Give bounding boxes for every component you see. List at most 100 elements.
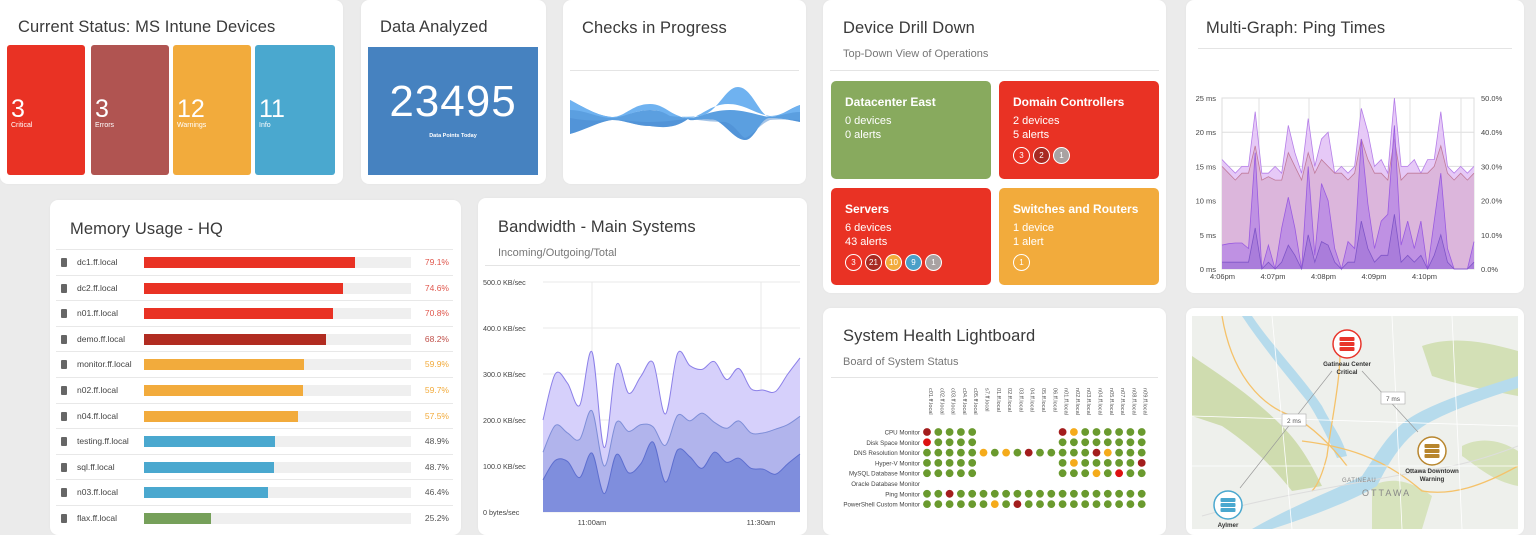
status-dot[interactable]	[1115, 448, 1123, 457]
status-dot[interactable]	[1081, 428, 1090, 436]
status-dot[interactable]	[1047, 489, 1056, 498]
status-dot[interactable]	[1103, 500, 1112, 508]
status-dot[interactable]	[1081, 438, 1090, 447]
status-dot[interactable]	[1126, 489, 1135, 498]
status-dot[interactable]	[1081, 459, 1090, 467]
status-dot[interactable]	[934, 448, 943, 457]
status-dot[interactable]	[945, 428, 954, 436]
status-dot[interactable]	[945, 438, 954, 447]
status-dot[interactable]	[1070, 438, 1078, 447]
drill-tile-datacenter-east[interactable]: Datacenter East 0 devices 0 alerts	[831, 81, 991, 179]
status-dot[interactable]	[945, 448, 954, 457]
status-dot[interactable]	[1024, 448, 1033, 457]
status-dot[interactable]	[1103, 489, 1112, 498]
status-dot[interactable]	[945, 469, 954, 478]
status-dot[interactable]	[934, 489, 943, 498]
status-dot[interactable]	[1115, 459, 1123, 467]
status-dot[interactable]	[1002, 500, 1010, 508]
status-dot[interactable]	[1013, 448, 1022, 457]
status-dot[interactable]	[1081, 489, 1090, 498]
status-dot[interactable]	[1092, 438, 1101, 447]
memory-row[interactable]: n02.ff.local 59.7%	[56, 377, 453, 403]
status-dot[interactable]	[957, 459, 965, 467]
status-dot[interactable]	[1115, 469, 1123, 478]
status-dot[interactable]	[1126, 459, 1135, 467]
status-dot[interactable]	[1103, 459, 1112, 467]
status-dot[interactable]	[1137, 438, 1146, 447]
status-dot[interactable]	[923, 500, 931, 508]
alert-badge-critical[interactable]: 3	[1013, 147, 1030, 164]
bandwidth-chart[interactable]: 0 bytes/sec 100.0 KB/sec 200.0 KB/sec 300.0…	[478, 273, 807, 535]
status-dot[interactable]	[1126, 448, 1135, 457]
status-dot[interactable]	[1070, 448, 1078, 457]
status-dot[interactable]	[1103, 448, 1112, 457]
status-dot[interactable]	[934, 459, 943, 467]
memory-row[interactable]: testing.ff.local 48.9%	[56, 428, 453, 454]
drill-tile-domain-controllers[interactable]: Domain Controllers 2 devices 5 alerts 3 …	[999, 81, 1159, 179]
status-dot[interactable]	[934, 438, 943, 447]
status-dot[interactable]	[957, 428, 965, 436]
status-dot[interactable]	[1103, 428, 1112, 436]
status-dot[interactable]	[1092, 469, 1101, 478]
status-dot[interactable]	[979, 489, 988, 498]
memory-row[interactable]: sql.ff.local 48.7%	[56, 453, 453, 480]
status-dot[interactable]	[1126, 428, 1135, 436]
status-dot[interactable]	[934, 428, 943, 436]
status-dot[interactable]	[957, 469, 965, 478]
alert-badge-warning[interactable]: 1	[1013, 254, 1030, 271]
status-dot[interactable]	[1137, 469, 1146, 478]
status-dot[interactable]	[1070, 428, 1078, 436]
status-dot[interactable]	[1070, 500, 1078, 508]
alert-badge-error[interactable]: 2	[1033, 147, 1050, 164]
status-dot[interactable]	[1058, 469, 1067, 478]
status-dot[interactable]	[1115, 428, 1123, 436]
status-dot[interactable]	[1081, 469, 1090, 478]
status-dot[interactable]	[1070, 469, 1078, 478]
status-dot[interactable]	[979, 448, 988, 457]
status-dot[interactable]	[945, 500, 954, 508]
status-dot[interactable]	[968, 500, 977, 508]
status-dot[interactable]	[945, 459, 954, 467]
status-dot[interactable]	[990, 489, 999, 498]
status-dot[interactable]	[923, 469, 931, 478]
status-dot[interactable]	[1092, 428, 1101, 436]
status-dot[interactable]	[1115, 489, 1123, 498]
status-dot[interactable]	[945, 489, 954, 498]
status-dot[interactable]	[1058, 448, 1067, 457]
status-dot[interactable]	[1002, 489, 1010, 498]
status-dot[interactable]	[1137, 448, 1146, 457]
status-dot[interactable]	[934, 469, 943, 478]
status-dot[interactable]	[1081, 500, 1090, 508]
status-dot[interactable]	[1103, 438, 1112, 447]
memory-row[interactable]: flax.ff.local 25.2%	[56, 505, 453, 531]
memory-row[interactable]: n04.ff.local 57.5%	[56, 402, 453, 429]
status-dot[interactable]	[990, 448, 999, 457]
status-dot[interactable]	[1013, 500, 1022, 508]
status-dot[interactable]	[934, 500, 943, 508]
status-dot[interactable]	[1058, 438, 1067, 447]
status-dot[interactable]	[1047, 448, 1056, 457]
status-dot[interactable]	[968, 448, 977, 457]
alert-badge-unknown[interactable]: 1	[925, 254, 942, 271]
status-dot[interactable]	[957, 448, 965, 457]
status-dot[interactable]	[1024, 500, 1033, 508]
memory-row[interactable]: n03.ff.local 46.4%	[56, 479, 453, 505]
alert-badge-warning[interactable]: 10	[885, 254, 902, 271]
status-dot[interactable]	[1058, 459, 1067, 467]
status-dot[interactable]	[968, 489, 977, 498]
status-dot[interactable]	[1092, 489, 1101, 498]
status-dot[interactable]	[1013, 489, 1022, 498]
status-dot[interactable]	[990, 500, 999, 508]
status-tile-errors[interactable]: 3 Errors	[91, 45, 169, 175]
ping-times-chart[interactable]: 0 ms 0.0% 5 ms 10.0% 10 ms 20.0% 15 ms 30.0% 20 …	[1186, 88, 1524, 288]
status-dot[interactable]	[1137, 428, 1146, 436]
alert-badge-unknown[interactable]: 1	[1053, 147, 1070, 164]
status-tile-warnings[interactable]: 12 Warnings	[173, 45, 251, 175]
drill-tile-switches-routers[interactable]: Switches and Routers 1 device 1 alert 1	[999, 188, 1159, 285]
status-dot[interactable]	[1058, 500, 1067, 508]
alert-badge-critical[interactable]: 3	[845, 254, 862, 271]
status-dot[interactable]	[1024, 489, 1033, 498]
status-dot[interactable]	[1081, 448, 1090, 457]
status-dot[interactable]	[1103, 469, 1112, 478]
